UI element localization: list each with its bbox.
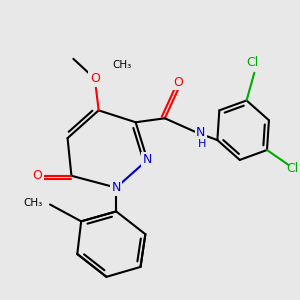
Text: CH₃: CH₃ — [112, 60, 132, 70]
Text: Cl: Cl — [246, 56, 259, 69]
Text: Cl: Cl — [286, 162, 298, 175]
Text: O: O — [173, 76, 183, 88]
Text: O: O — [32, 169, 42, 182]
Text: N: N — [196, 126, 205, 139]
Text: N: N — [112, 181, 121, 194]
Text: N: N — [142, 153, 152, 167]
Text: CH₃: CH₃ — [23, 197, 42, 208]
Text: H: H — [198, 139, 206, 149]
Text: O: O — [90, 72, 100, 85]
